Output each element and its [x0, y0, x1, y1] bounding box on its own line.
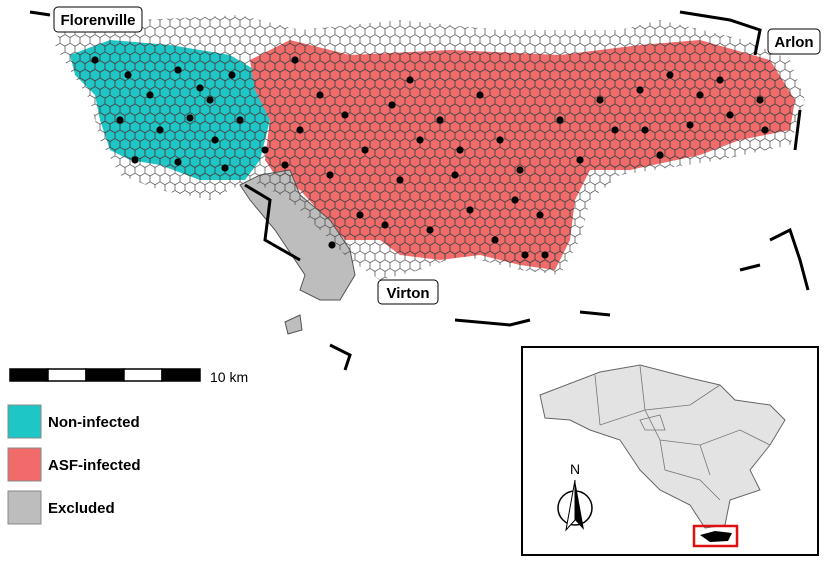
sample-point	[541, 251, 549, 259]
hex-grid	[250, 40, 795, 270]
town-label: Arlon	[774, 34, 813, 51]
sample-points	[91, 56, 769, 259]
sample-point	[91, 56, 99, 64]
sample-point	[611, 126, 619, 134]
sample-point	[716, 76, 724, 84]
scale-segment	[85, 368, 125, 382]
scale-segment	[123, 368, 163, 382]
sample-point	[316, 91, 324, 99]
sample-point	[436, 116, 444, 124]
sample-point	[328, 241, 336, 249]
sample-point	[456, 146, 464, 154]
sample-point	[291, 56, 299, 64]
sample-point	[211, 136, 219, 144]
belgium	[539, 364, 786, 529]
sample-point	[236, 116, 244, 124]
legend-label: Excluded	[48, 500, 115, 517]
provinces	[594, 365, 771, 501]
legend-swatch	[7, 490, 42, 525]
study-location	[692, 524, 739, 548]
town-label: Florenville	[60, 12, 135, 29]
sample-point	[186, 114, 194, 122]
sample-point	[174, 158, 182, 166]
sample-point	[491, 236, 499, 244]
sample-point	[756, 96, 764, 104]
sample-point	[726, 111, 734, 119]
scale-label: 10 km	[210, 369, 248, 385]
legend-swatch	[7, 447, 42, 482]
hex-grid	[70, 40, 270, 180]
sample-point	[666, 71, 674, 79]
sample-point	[196, 84, 204, 92]
sample-point	[556, 116, 564, 124]
town-label: Virton	[386, 285, 429, 302]
sample-point	[124, 71, 132, 79]
sample-point	[261, 146, 269, 154]
scale-bar	[9, 368, 201, 382]
sample-point	[381, 221, 389, 229]
borders	[29, 10, 810, 371]
sample-point	[406, 76, 414, 84]
sample-point	[511, 196, 519, 204]
legend-label: Non-infected	[48, 414, 140, 431]
sample-point	[476, 91, 484, 99]
sample-point	[326, 171, 334, 179]
sample-point	[396, 176, 404, 184]
north-arrow	[575, 480, 584, 530]
sample-point	[516, 166, 524, 174]
town-box	[377, 279, 439, 305]
sample-point	[761, 126, 769, 134]
sample-point	[641, 126, 649, 134]
sample-point	[521, 251, 529, 259]
legend: Non-infected ASF-infected Excluded	[7, 404, 141, 525]
sample-point	[536, 211, 544, 219]
sample-point	[451, 171, 459, 179]
sample-point	[636, 86, 644, 94]
sample-point	[131, 156, 139, 164]
town-box	[53, 6, 143, 33]
scale-segment	[9, 368, 49, 382]
scale-segment	[161, 368, 201, 382]
sample-point	[228, 71, 236, 79]
sample-point	[296, 126, 304, 134]
sample-point	[416, 136, 424, 144]
sample-point	[656, 151, 664, 159]
sample-point	[156, 126, 164, 134]
sample-point	[596, 96, 604, 104]
sample-point	[281, 161, 289, 169]
sample-point	[388, 101, 396, 109]
north-label: N	[570, 461, 580, 477]
sample-point	[146, 91, 154, 99]
sample-point	[361, 146, 369, 154]
sample-point	[221, 164, 229, 172]
sample-point	[116, 116, 124, 124]
sample-point	[426, 226, 434, 234]
study-location-shape	[700, 531, 732, 542]
sample-point	[496, 136, 504, 144]
sample-point	[696, 91, 704, 99]
sample-point	[466, 206, 474, 214]
legend-label: ASF-infected	[48, 457, 141, 474]
legend-swatch	[7, 404, 42, 439]
town-box	[767, 28, 821, 55]
sample-point	[686, 121, 694, 129]
sample-point	[341, 111, 349, 119]
sample-point	[576, 156, 584, 164]
sample-point	[174, 66, 182, 74]
scale-segment	[47, 368, 87, 382]
sample-point	[356, 211, 364, 219]
sample-point	[206, 96, 214, 104]
